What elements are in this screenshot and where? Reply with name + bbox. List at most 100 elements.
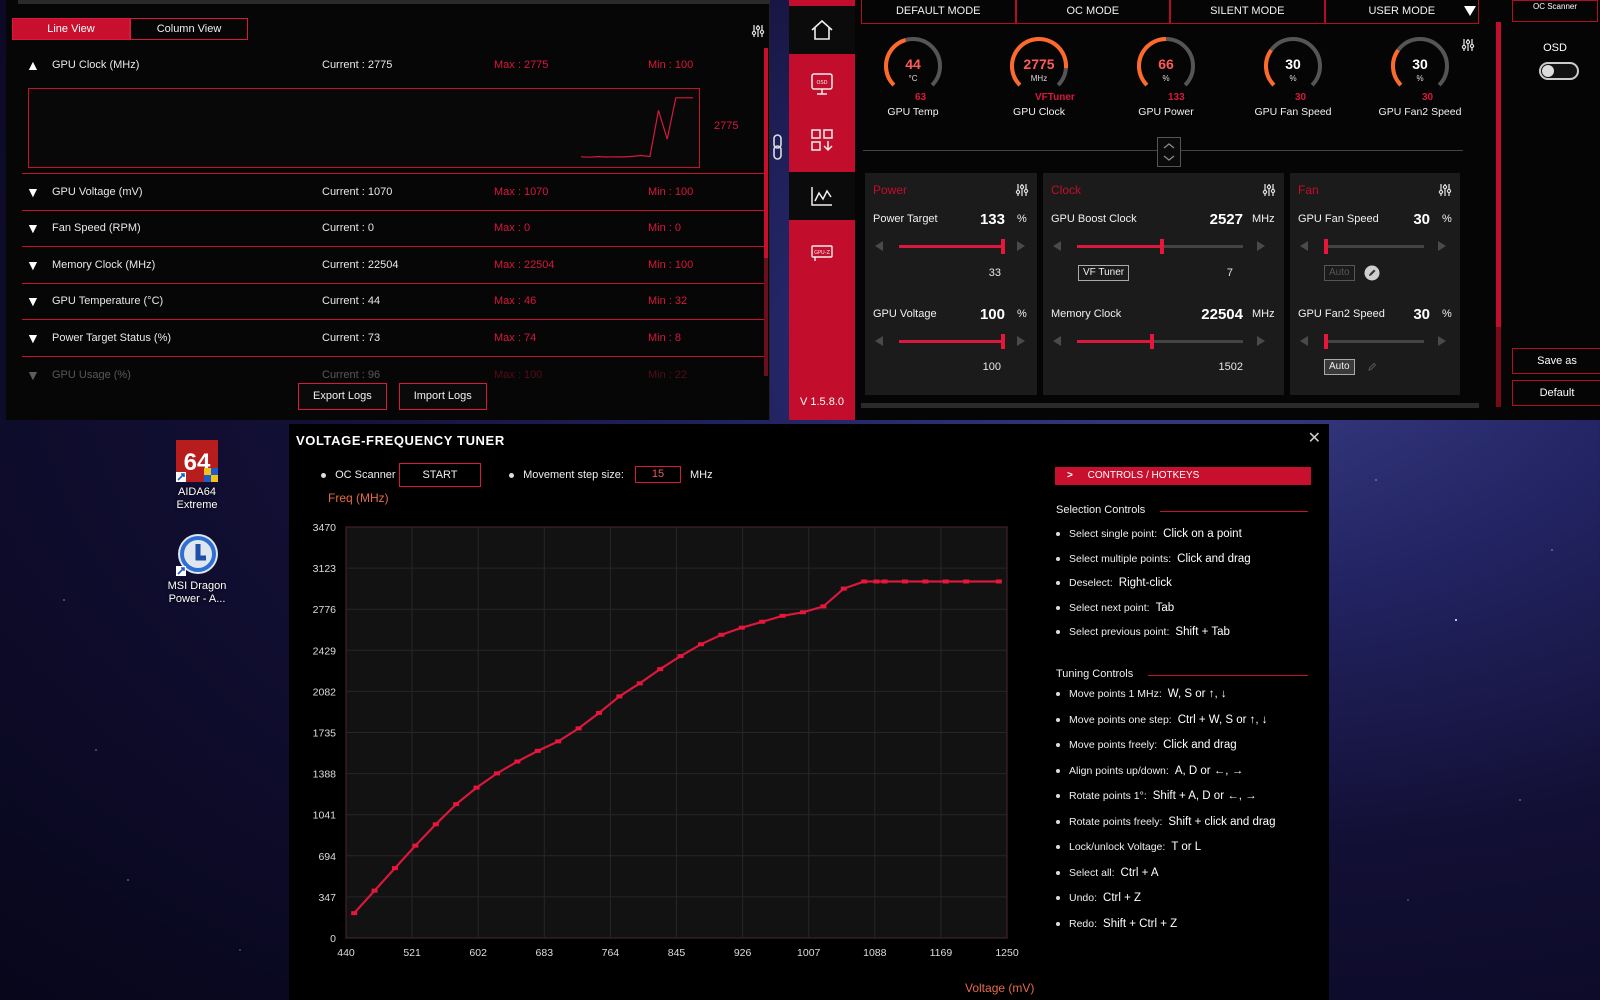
tab-column-view[interactable]: Column View — [130, 18, 248, 40]
vf-tuner-button[interactable]: VF Tuner — [1078, 265, 1130, 281]
mode-oc[interactable]: OC MODE — [1015, 0, 1170, 24]
expand-chevron-icon[interactable]: ▼ — [26, 183, 40, 200]
fan2-auto-button[interactable]: Auto — [1324, 359, 1355, 375]
hardware-monitor-window: Line View Column View ▲ GPU Clock (MHz) … — [6, 0, 770, 420]
power-settings-icon[interactable] — [1015, 183, 1029, 197]
sidebar-item-apps[interactable] — [789, 116, 855, 164]
expand-chevron-icon[interactable]: ▼ — [26, 366, 40, 380]
fan1-auto-button[interactable]: Auto — [1324, 265, 1355, 281]
desktop-icon-aida64[interactable]: 64 AIDA64 Extreme — [157, 438, 237, 512]
monitor-settings-icon[interactable] — [751, 24, 765, 38]
sidebar-item-home[interactable] — [789, 6, 855, 54]
power-target-slider[interactable] — [899, 239, 1005, 254]
row-name: Memory Clock (MHz) — [52, 258, 156, 271]
x-tick-label: 764 — [602, 947, 620, 959]
dragon-bottom-scrollbar[interactable] — [861, 403, 1479, 408]
sidebar-item-monitor[interactable] — [789, 172, 855, 220]
decrease-arrow-icon[interactable] — [1300, 241, 1308, 251]
monitor-row-gpu-clock[interactable]: ▲ GPU Clock (MHz) Current : 2775 Max : 2… — [22, 48, 766, 82]
section-divider — [1160, 511, 1308, 512]
x-tick-label: 1169 — [930, 947, 953, 959]
row-current: Current : 0 — [322, 222, 374, 235]
memory-clock-slider[interactable] — [1077, 334, 1243, 349]
tab-line-view[interactable]: Line View — [12, 18, 130, 40]
gauge-settings-icon[interactable] — [1461, 38, 1475, 52]
increase-arrow-icon[interactable] — [1257, 336, 1265, 346]
fan2-speed-value: 30 — [1413, 306, 1430, 323]
monitor-row[interactable]: ▼ GPU Temperature (°C) Current : 44 Max : 4… — [22, 284, 766, 320]
fan1-speed-value: 30 — [1413, 211, 1430, 228]
increase-arrow-icon[interactable] — [1438, 241, 1446, 251]
monitor-row[interactable]: ▼ Memory Clock (MHz) Current : 22504 Max : … — [22, 247, 766, 284]
gauge-name: GPU Power — [1138, 106, 1194, 118]
mode-user[interactable]: USER MODE — [1324, 0, 1479, 24]
row-name: GPU Clock (MHz) — [52, 59, 140, 71]
increase-arrow-icon[interactable] — [1017, 336, 1025, 346]
y-tick-label: 1041 — [313, 810, 337, 822]
panel-title: Fan — [1298, 183, 1319, 197]
increase-arrow-icon[interactable] — [1017, 241, 1025, 251]
export-logs-button[interactable]: Export Logs — [298, 383, 387, 410]
gauge-value: 66 — [1158, 56, 1174, 72]
x-tick-label: 1007 — [797, 947, 821, 959]
sidebar-item-osd[interactable]: OSD — [789, 60, 855, 108]
expand-chevron-icon[interactable]: ▼ — [26, 293, 40, 310]
row-current: Current : 44 — [322, 295, 381, 308]
vf-curve-point — [473, 785, 480, 790]
decrease-arrow-icon[interactable] — [875, 336, 883, 346]
edit-curve-icon[interactable] — [1364, 359, 1380, 375]
decrease-arrow-icon[interactable] — [1053, 241, 1061, 251]
decrease-arrow-icon[interactable] — [1300, 336, 1308, 346]
page-scrollbar-thumb[interactable] — [1496, 22, 1501, 327]
oc-scanner-button[interactable]: OC Scanner — [1512, 0, 1598, 22]
save-as-button[interactable]: Save as — [1512, 348, 1600, 374]
mode-dropdown-icon[interactable] — [1464, 6, 1476, 16]
gauge-row: 44 °C 63 GPU Temp 2775 MHz VFTuner GPU Clock 66%… — [863, 34, 1483, 124]
clock-settings-icon[interactable] — [1262, 183, 1276, 197]
fan2-speed-unit: % — [1442, 308, 1452, 320]
edit-curve-icon[interactable] — [1364, 265, 1380, 281]
mode-default[interactable]: DEFAULT MODE — [861, 0, 1016, 24]
collapse-toggle-button[interactable] — [1157, 137, 1181, 167]
expand-chevron-icon[interactable]: ▼ — [26, 220, 40, 237]
step-size-input[interactable]: 15 — [635, 466, 681, 483]
increase-arrow-icon[interactable] — [1257, 241, 1265, 251]
vf-curve-chart[interactable]: 440 521 602 683 764 845 926 1007 1088 1169 1250 0 34… — [289, 504, 1029, 974]
gpu-voltage-slider[interactable] — [899, 334, 1005, 349]
mode-silent[interactable]: SILENT MODE — [1170, 0, 1325, 24]
gauge-limit: 63 — [915, 92, 927, 103]
monitor-row[interactable]: ▼ Fan Speed (RPM) Current : 0 Max : 0 Min : … — [22, 211, 766, 247]
y-tick-label: 2776 — [313, 604, 337, 616]
osd-toggle[interactable] — [1539, 62, 1579, 80]
fan1-speed-slider[interactable] — [1324, 239, 1424, 254]
row-name: GPU Temperature (°C) — [52, 295, 164, 308]
expand-chevron-icon[interactable]: ▼ — [26, 256, 40, 273]
log-buttons: Export Logs Import Logs — [298, 383, 487, 410]
vf-curve-point — [534, 748, 541, 753]
increase-arrow-icon[interactable] — [1438, 336, 1446, 346]
hotkey-item: Undo: Ctrl + Z — [1056, 892, 1141, 904]
x-tick-label: 845 — [668, 947, 686, 959]
sidebar-item-gpuz[interactable]: GPU-Z — [789, 228, 855, 276]
monitor-row[interactable]: ▼ Power Target Status (%) Current : 73 Max … — [22, 320, 766, 357]
expand-chevron-icon[interactable]: ▼ — [26, 329, 40, 346]
fan-settings-icon[interactable] — [1438, 183, 1452, 197]
hotkey-item: Select multiple points: Click and drag — [1056, 553, 1251, 565]
decrease-arrow-icon[interactable] — [875, 241, 883, 251]
boost-clock-slider[interactable] — [1077, 239, 1243, 254]
collapse-chevron-icon[interactable]: ▲ — [26, 57, 40, 73]
decrease-arrow-icon[interactable] — [1053, 336, 1061, 346]
monitor-scrollbar-thumb[interactable] — [764, 48, 768, 258]
start-button[interactable]: START — [399, 463, 481, 487]
default-button[interactable]: Default — [1512, 380, 1600, 406]
row-min: Min : 32 — [648, 295, 688, 308]
fan2-speed-slider[interactable] — [1324, 334, 1424, 349]
monitor-row[interactable]: ▼ GPU Voltage (mV) Current : 1070 Max : 107… — [22, 174, 766, 211]
monitor-row[interactable]: ▼ GPU Usage (%) Current : 96 Max : 100 Min :… — [22, 357, 766, 380]
desktop-icon-dragon-power[interactable]: MSI Dragon Power - A... — [157, 532, 237, 606]
controls-hotkeys-header[interactable]: > CONTROLS / HOTKEYS — [1055, 467, 1311, 485]
vf-curve-point — [351, 911, 358, 916]
close-icon[interactable]: ✕ — [1307, 430, 1321, 447]
link-icon[interactable] — [771, 133, 785, 161]
import-logs-button[interactable]: Import Logs — [398, 383, 487, 410]
